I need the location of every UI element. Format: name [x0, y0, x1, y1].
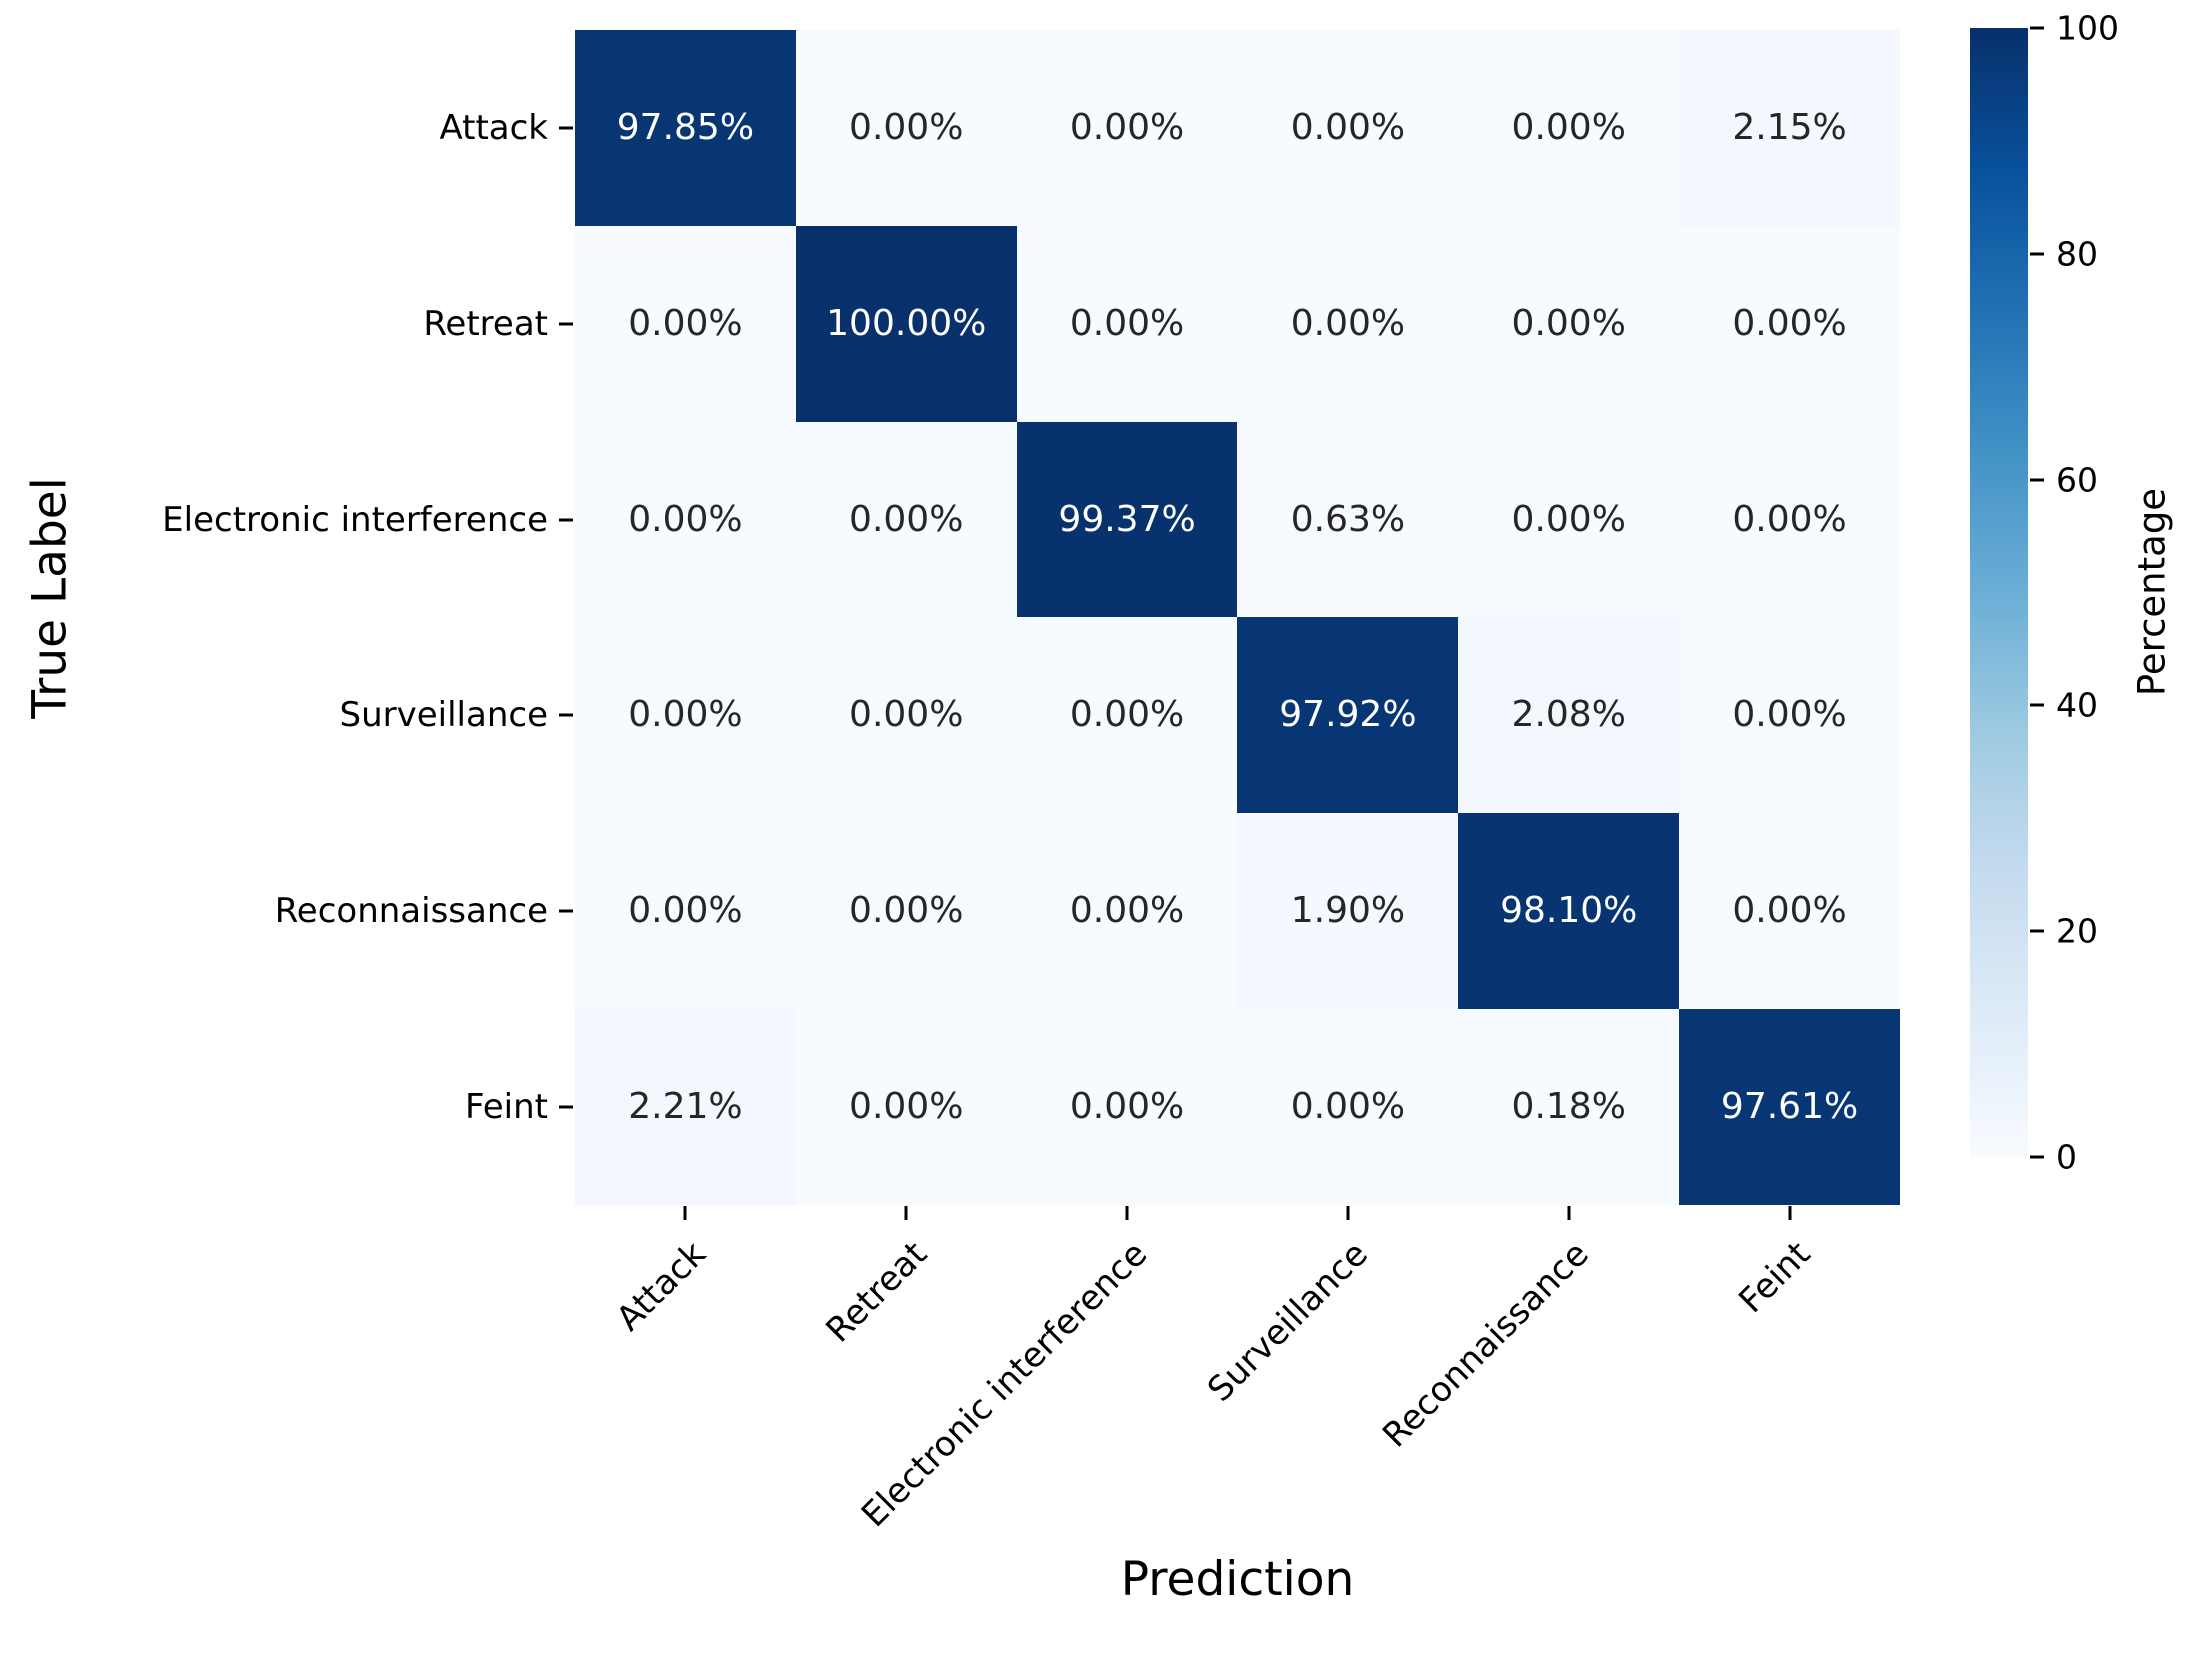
- heatmap-cell: 0.00%: [1016, 617, 1238, 814]
- y-tick-mark: [559, 713, 573, 717]
- heatmap-cell: 0.63%: [1237, 421, 1459, 618]
- y-tick-mark: [559, 518, 573, 522]
- heatmap-cell: 0.18%: [1458, 1009, 1680, 1205]
- colorbar-tick-mark: [2030, 703, 2044, 707]
- heatmap-cell: 0.00%: [575, 421, 796, 618]
- heatmap-cell: 0.00%: [1679, 617, 1900, 814]
- y-tick-mark: [559, 126, 573, 130]
- colorbar-tick-mark: [2030, 929, 2044, 933]
- heatmap-cell: 98.10%: [1458, 813, 1680, 1010]
- y-tick-mark: [559, 322, 573, 326]
- y-tick-mark: [559, 1105, 573, 1109]
- colorbar-tick-label: 0: [2056, 1137, 2077, 1177]
- x-axis-title: Prediction: [1120, 1552, 1355, 1607]
- x-tick-mark: [683, 1206, 687, 1220]
- heatmap-cell: 97.92%: [1237, 617, 1459, 814]
- heatmap-cell: 99.37%: [1016, 421, 1238, 618]
- heatmap-cell: 0.00%: [575, 225, 796, 422]
- heatmap-cell: 0.00%: [795, 30, 1017, 226]
- y-tick-label: Electronic interference: [162, 499, 548, 540]
- heatmap-cell: 0.00%: [1458, 421, 1680, 618]
- colorbar-tick-mark: [2030, 252, 2044, 256]
- y-tick-label: Reconnaissance: [274, 891, 548, 932]
- heatmap-cell: 0.00%: [1016, 813, 1238, 1010]
- colorbar-title: Percentage: [2130, 487, 2174, 697]
- colorbar-tick-label: 20: [2056, 911, 2098, 951]
- heatmap-cell: 2.08%: [1458, 617, 1680, 814]
- heatmap-cell: 0.00%: [795, 1009, 1017, 1205]
- heatmap-cell: 0.00%: [1016, 30, 1238, 226]
- heatmap-cell: 0.00%: [1016, 225, 1238, 422]
- heatmap-cell: 0.00%: [575, 617, 796, 814]
- heatmap-grid: 97.85% 0.00% 0.00% 0.00% 0.00% 2.15% 0.00% 100.…: [575, 30, 1900, 1205]
- colorbar-tick-mark: [2030, 478, 2044, 482]
- x-tick-mark: [904, 1206, 908, 1220]
- x-tick-mark: [1346, 1206, 1350, 1220]
- colorbar-tick-label: 40: [2056, 685, 2098, 725]
- x-tick-mark: [1125, 1206, 1129, 1220]
- heatmap-cell: 0.00%: [1237, 225, 1459, 422]
- colorbar-tick-mark: [2030, 1155, 2044, 1159]
- colorbar-tick-label: 60: [2056, 460, 2098, 500]
- heatmap-cell: 97.61%: [1679, 1009, 1900, 1205]
- colorbar-tick-mark: [2030, 26, 2044, 30]
- colorbar-tick-label: 100: [2056, 8, 2119, 48]
- heatmap-cell: 0.00%: [1458, 30, 1680, 226]
- colorbar-gradient: [1970, 28, 2028, 1157]
- heatmap-cell: 0.00%: [1679, 813, 1900, 1010]
- heatmap-cell: 1.90%: [1237, 813, 1459, 1010]
- heatmap-cell: 100.00%: [795, 225, 1017, 422]
- heatmap-cell: 97.85%: [575, 30, 796, 226]
- x-tick-mark: [1788, 1206, 1792, 1220]
- y-tick-label: Retreat: [423, 303, 548, 344]
- heatmap-cell: 0.00%: [1237, 30, 1459, 226]
- heatmap-cell: 0.00%: [1679, 421, 1900, 618]
- colorbar-tick-label: 80: [2056, 234, 2098, 274]
- heatmap-cell: 0.00%: [1016, 1009, 1238, 1205]
- heatmap-cell: 0.00%: [1679, 225, 1900, 422]
- heatmap-cell: 2.15%: [1679, 30, 1900, 226]
- y-tick-mark: [559, 909, 573, 913]
- y-tick-label: Feint: [465, 1087, 548, 1128]
- x-tick-mark: [1567, 1206, 1571, 1220]
- heatmap-cell: 2.21%: [575, 1009, 796, 1205]
- heatmap-cell: 0.00%: [795, 813, 1017, 1010]
- heatmap-cell: 0.00%: [575, 813, 796, 1010]
- heatmap-cell: 0.00%: [1458, 225, 1680, 422]
- heatmap-cell: 0.00%: [1237, 1009, 1459, 1205]
- heatmap-cell: 0.00%: [795, 421, 1017, 618]
- y-axis-title: True Label: [22, 477, 78, 719]
- y-tick-label: Attack: [439, 107, 548, 148]
- heatmap-cell: 0.00%: [795, 617, 1017, 814]
- y-tick-label: Surveillance: [339, 695, 548, 736]
